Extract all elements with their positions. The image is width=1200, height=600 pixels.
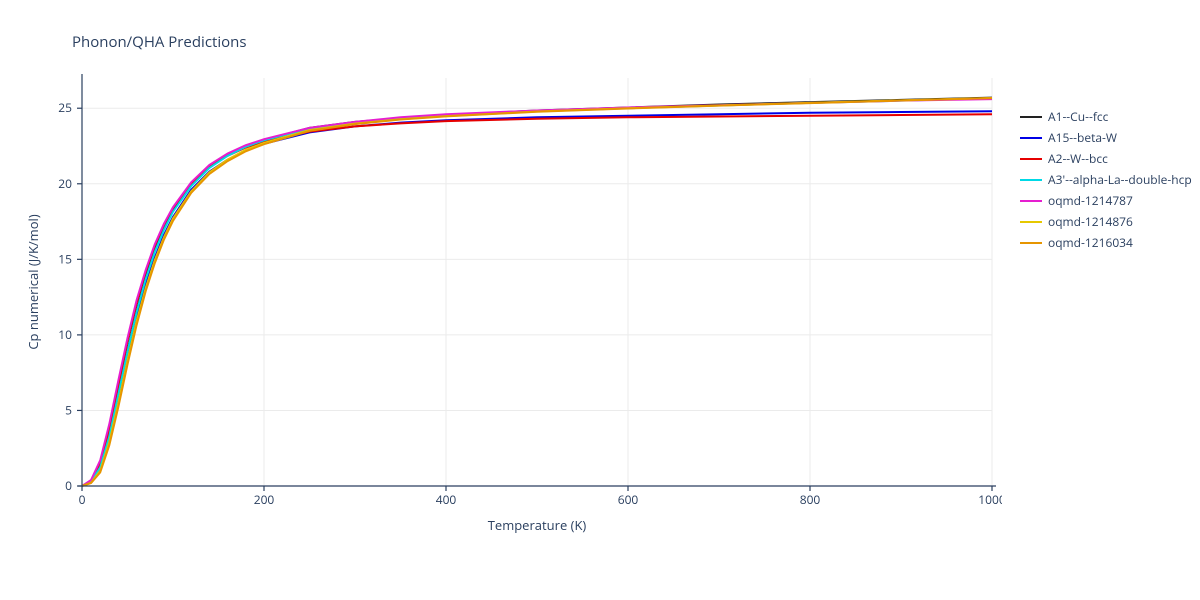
legend: A1--Cu--fcc A15--beta-W A2--W--bcc A3'--alp… [1020, 108, 1192, 255]
legend-swatch [1020, 179, 1042, 181]
legend-swatch [1020, 137, 1042, 139]
legend-swatch [1020, 200, 1042, 202]
legend-item[interactable]: A3'--alpha-La--double-hcp [1020, 171, 1192, 188]
legend-item[interactable]: oqmd-1216034 [1020, 234, 1192, 251]
series-line[interactable] [82, 98, 992, 486]
legend-item[interactable]: A1--Cu--fcc [1020, 108, 1192, 125]
x-tick-label: 400 [436, 491, 457, 508]
x-tick-label: 200 [254, 491, 275, 508]
y-tick-label: 0 [65, 477, 72, 494]
series-line[interactable] [82, 98, 992, 486]
y-axis-label: Cp numerical (J/K/mol) [24, 214, 42, 349]
chart-container: Phonon/QHA Predictions 02004006008001000… [0, 0, 1200, 600]
x-tick-label: 600 [618, 491, 639, 508]
chart-title: Phonon/QHA Predictions [72, 32, 247, 52]
y-tick-label: 5 [65, 401, 72, 418]
series-line[interactable] [82, 98, 992, 486]
legend-item[interactable]: oqmd-1214787 [1020, 192, 1192, 209]
legend-swatch [1020, 116, 1042, 118]
legend-label: oqmd-1214876 [1048, 213, 1133, 230]
x-tick-label: 0 [79, 491, 86, 508]
y-tick-label: 15 [58, 250, 72, 267]
legend-item[interactable]: oqmd-1214876 [1020, 213, 1192, 230]
y-tick-label: 25 [58, 99, 72, 116]
series-line[interactable] [82, 114, 992, 486]
series-line[interactable] [82, 99, 992, 486]
legend-item[interactable]: A15--beta-W [1020, 129, 1192, 146]
legend-label: oqmd-1214787 [1048, 192, 1133, 209]
legend-swatch [1020, 242, 1042, 244]
x-axis-label: Temperature (K) [488, 516, 587, 534]
x-tick-label: 800 [800, 491, 821, 508]
y-tick-label: 20 [58, 175, 72, 192]
legend-label: A2--W--bcc [1048, 150, 1108, 167]
legend-label: A3'--alpha-La--double-hcp [1048, 171, 1192, 188]
x-tick-label: 1000 [978, 491, 1002, 508]
legend-item[interactable]: A2--W--bcc [1020, 150, 1192, 167]
plot-area: 0 200 400 600 800 1000 0 5 10 15 20 25 Temperature (… [20, 68, 1002, 542]
series-line[interactable] [82, 98, 992, 486]
legend-label: A1--Cu--fcc [1048, 108, 1108, 125]
y-tick-label: 10 [58, 326, 72, 343]
gridlines [82, 78, 992, 486]
legend-swatch [1020, 158, 1042, 160]
legend-swatch [1020, 221, 1042, 223]
legend-label: oqmd-1216034 [1048, 234, 1133, 251]
legend-label: A15--beta-W [1048, 129, 1117, 146]
